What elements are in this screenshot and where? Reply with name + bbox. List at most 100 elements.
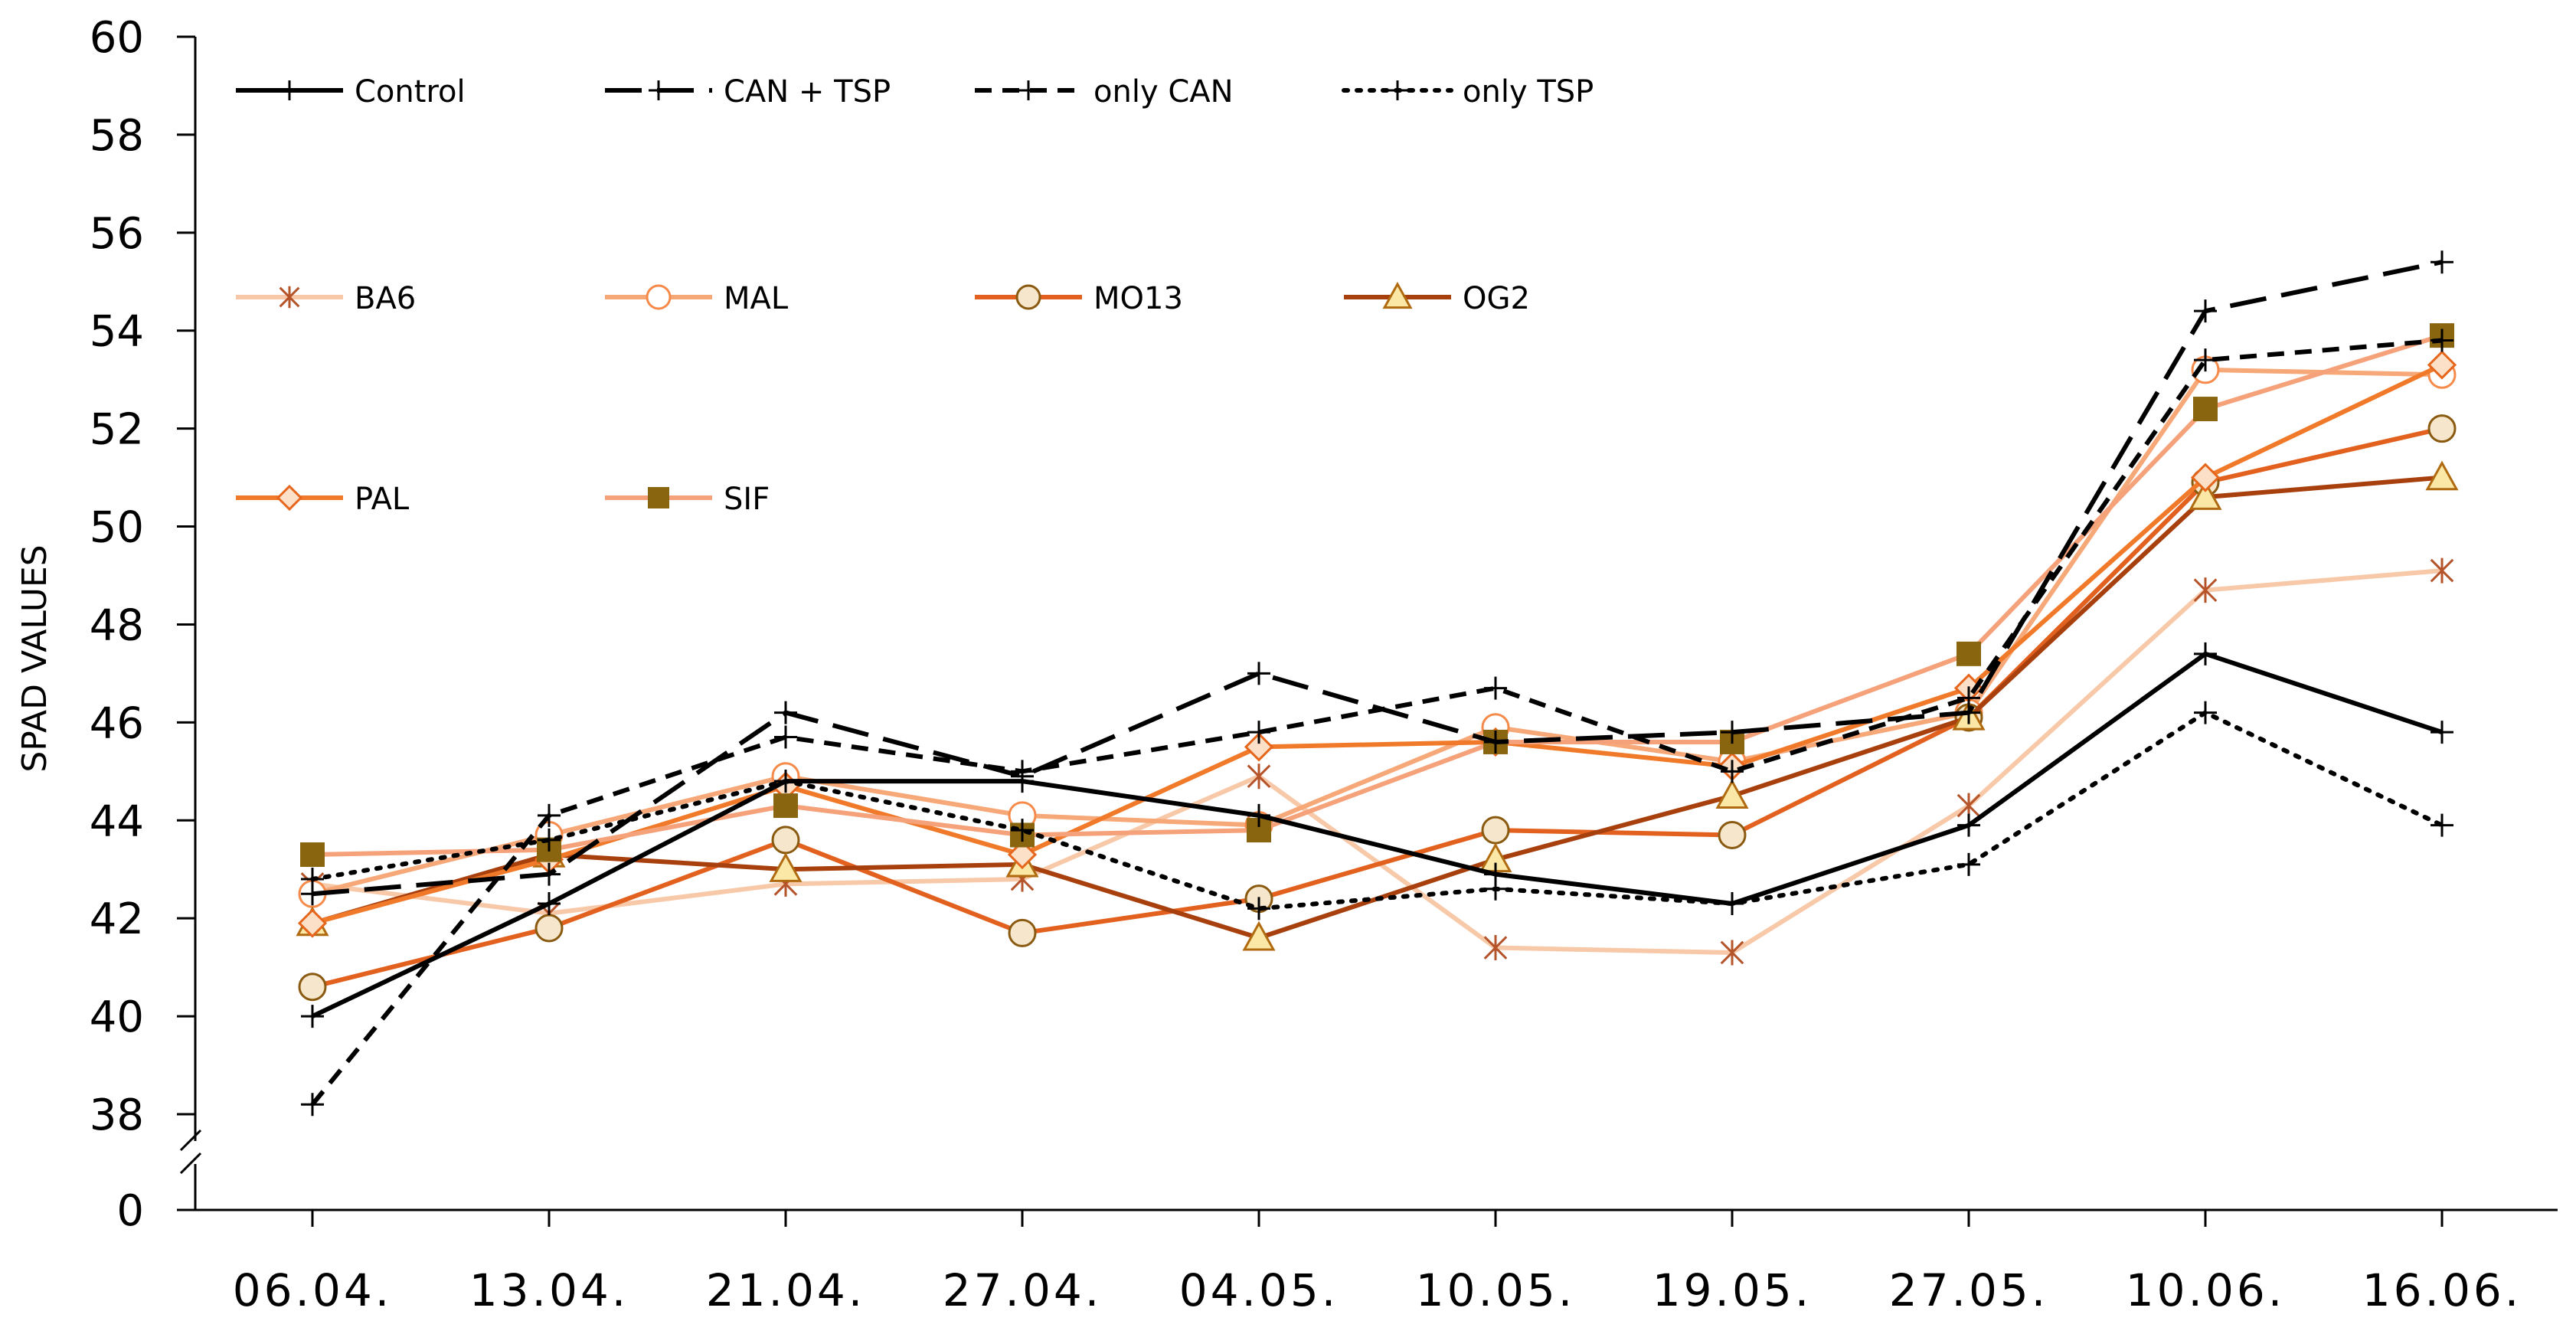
x-tick-label: 27.04. bbox=[943, 1264, 1102, 1316]
data-point-only-tsp bbox=[2194, 701, 2217, 724]
data-point-og2 bbox=[1242, 920, 1276, 951]
data-point-only-tsp bbox=[538, 828, 561, 852]
data-point-control bbox=[301, 1005, 324, 1028]
y-tick-label: 58 bbox=[90, 111, 144, 161]
data-point-mo13 bbox=[1481, 816, 1510, 845]
legend-label: only TSP bbox=[1463, 74, 1594, 110]
y-tick-label: 44 bbox=[90, 796, 144, 846]
data-point-mo13 bbox=[534, 914, 564, 943]
legend-marker bbox=[646, 284, 672, 310]
legend-marker bbox=[276, 484, 303, 512]
legend-item-pal: PAL bbox=[236, 482, 410, 517]
axis-break-mark bbox=[179, 1152, 202, 1175]
series-only-can bbox=[301, 329, 2453, 1117]
data-point-can-tsp bbox=[1721, 721, 1744, 744]
x-tick-label: 13.04. bbox=[469, 1264, 629, 1316]
data-point-can-tsp bbox=[1484, 730, 1507, 754]
legend-item-sif: SIF bbox=[605, 482, 770, 517]
y-tick-label: 60 bbox=[90, 13, 144, 63]
data-point-only-can bbox=[2194, 348, 2217, 372]
axes bbox=[179, 37, 2558, 1211]
series-line-ba6 bbox=[312, 568, 2443, 955]
y-tick-label: 0 bbox=[116, 1186, 144, 1236]
data-point-mo13 bbox=[1718, 820, 1747, 849]
data-point-control bbox=[2194, 642, 2217, 665]
legend-item-only-can: only CAN bbox=[975, 74, 1234, 110]
data-point-control bbox=[538, 892, 561, 915]
data-point-sif bbox=[1957, 641, 1981, 666]
y-tick-label: 56 bbox=[90, 209, 144, 259]
legend-item-can-tsp: CAN + TSP bbox=[605, 74, 891, 110]
legend-label: Control bbox=[355, 74, 466, 110]
legend-marker bbox=[1015, 284, 1041, 310]
y-tick-label: 46 bbox=[90, 698, 144, 748]
series-line-pal bbox=[312, 362, 2444, 926]
legend-item-only-tsp: only TSP bbox=[1342, 74, 1594, 110]
legend-label: OG2 bbox=[1463, 281, 1530, 316]
legend-item-mo13: MO13 bbox=[975, 281, 1183, 316]
series-line-can-tsp bbox=[312, 260, 2443, 897]
data-point-sif bbox=[773, 793, 798, 819]
data-point-control bbox=[1247, 803, 1270, 827]
data-point-mo13 bbox=[298, 973, 327, 1002]
series-line-control bbox=[311, 651, 2443, 1018]
data-point-control bbox=[1957, 813, 1980, 837]
data-point-sif bbox=[2193, 397, 2218, 422]
data-point-only-tsp bbox=[2431, 813, 2453, 837]
y-tick-label: 48 bbox=[90, 600, 144, 650]
data-point-og2 bbox=[1715, 779, 1749, 809]
data-point-only-can bbox=[1484, 676, 1507, 700]
data-point-can-tsp bbox=[538, 862, 561, 886]
data-point-og2 bbox=[2425, 460, 2459, 491]
data-point-can-tsp bbox=[2194, 299, 2217, 323]
data-point-og2 bbox=[769, 852, 803, 882]
data-point-only-tsp bbox=[1721, 892, 1744, 915]
data-point-sif bbox=[300, 842, 325, 868]
series-line-only-can bbox=[310, 338, 2443, 1107]
x-tick-label: 10.06. bbox=[2126, 1264, 2285, 1316]
legend-marker bbox=[649, 80, 669, 100]
series-line-only-tsp bbox=[310, 710, 2444, 911]
legend-marker bbox=[280, 80, 299, 100]
data-point-pal bbox=[2190, 463, 2221, 492]
data-point-only-tsp bbox=[1484, 877, 1507, 901]
y-tick-label: 50 bbox=[90, 503, 144, 553]
legend-item-og2: OG2 bbox=[1344, 281, 1530, 316]
data-point-pal bbox=[1244, 732, 1274, 762]
legend-marker bbox=[279, 286, 300, 309]
legend-item-control: Control bbox=[236, 74, 466, 110]
data-point-ba6 bbox=[2430, 557, 2454, 584]
legend-marker bbox=[1388, 80, 1407, 100]
data-point-can-tsp bbox=[1247, 662, 1270, 685]
legend-label: SIF bbox=[724, 482, 770, 517]
series-layer bbox=[296, 250, 2459, 1117]
data-point-only-can bbox=[1011, 760, 1034, 783]
series-line-mo13 bbox=[312, 426, 2443, 989]
data-point-mo13 bbox=[2427, 414, 2457, 443]
legend-label: PAL bbox=[355, 482, 410, 517]
y-axis-ticks: 0 38 40 42 44 46 48 50 52 54 56 58 60 06.04. 13.04. 21.… bbox=[90, 13, 2519, 1316]
data-point-mo13 bbox=[771, 826, 800, 855]
legend-label: only CAN bbox=[1093, 74, 1234, 110]
series-only-tsp bbox=[301, 701, 2453, 920]
data-point-only-can bbox=[2431, 329, 2453, 352]
legend-marker bbox=[1018, 80, 1038, 100]
data-point-only-can bbox=[538, 803, 561, 827]
legend-item-mal: MAL bbox=[605, 281, 789, 316]
x-tick-label: 10.05. bbox=[1416, 1264, 1575, 1316]
y-tick-label: 42 bbox=[90, 894, 144, 944]
data-point-only-tsp bbox=[301, 868, 324, 891]
data-point-ba6 bbox=[2193, 577, 2218, 603]
y-tick-label: 54 bbox=[90, 307, 144, 357]
data-point-only-tsp bbox=[1957, 852, 1980, 876]
legend-label: CAN + TSP bbox=[724, 74, 891, 110]
data-point-mo13 bbox=[1008, 918, 1037, 947]
legend-item-ba6: BA6 bbox=[236, 281, 416, 316]
legend-marker bbox=[1382, 281, 1413, 309]
legend-label: MO13 bbox=[1093, 281, 1183, 316]
legend-label: MAL bbox=[724, 281, 789, 316]
y-tick-label: 40 bbox=[90, 992, 144, 1042]
x-tick-label: 21.04. bbox=[706, 1264, 865, 1316]
